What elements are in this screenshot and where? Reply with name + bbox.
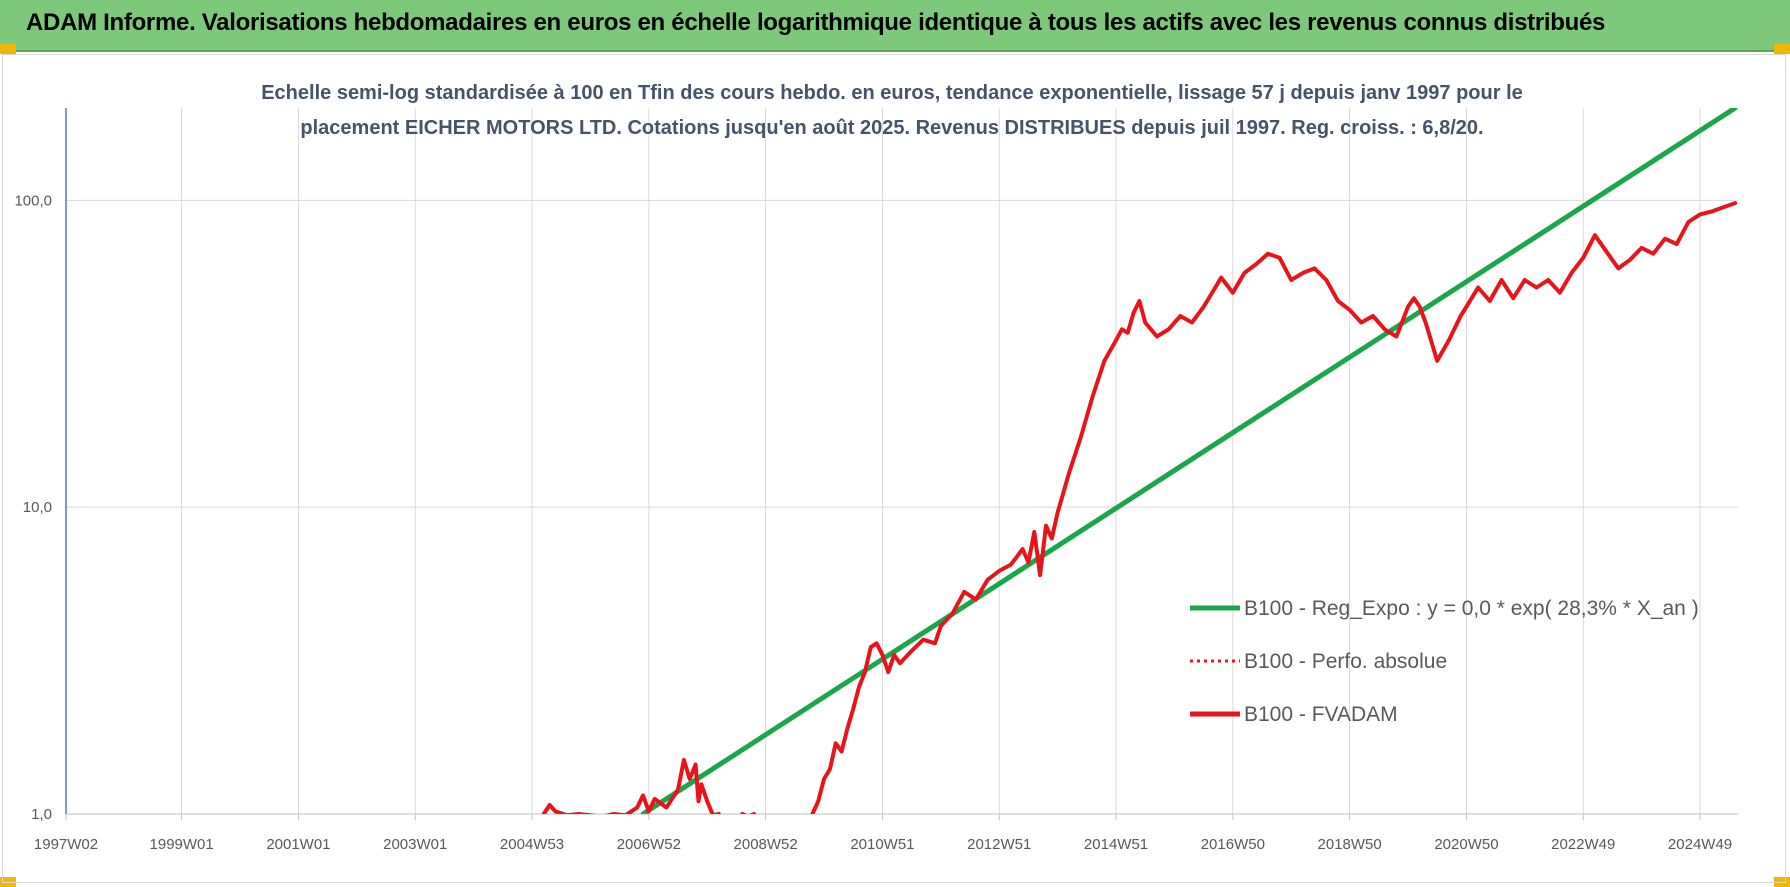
chart-axes: 1997W02 1999W01 2001W01 2003W01 2004W53 2006W… (14, 108, 1738, 853)
x-tick-label: 1999W01 (150, 836, 214, 853)
chart-grid (65, 108, 1738, 815)
chart-legend: B100 - Reg_Expo : y = 0,0 * exp( 28,3% *… (1190, 597, 1699, 726)
report-title: ADAM Informe. Valorisations hebdomadaire… (26, 9, 1606, 36)
x-tick-label: 2022W49 (1551, 836, 1615, 853)
legend-label-3: B100 - FVADAM (1244, 703, 1398, 726)
x-tick-label: 2006W52 (617, 836, 681, 853)
y-tick-label: 1,0 (31, 806, 52, 823)
x-tick-label: 2001W01 (266, 836, 330, 853)
y-tick-label: 100,0 (14, 192, 52, 209)
chart-title-line-1: Echelle semi-log standardisée à 100 en T… (261, 82, 1523, 104)
x-tick-label: 2016W50 (1201, 836, 1265, 853)
report-banner: ADAM Informe. Valorisations hebdomadaire… (0, 0, 1790, 52)
x-tick-label: 2020W50 (1434, 836, 1498, 853)
y-tick-label: 10,0 (23, 499, 52, 516)
x-tick-label: 2010W51 (850, 836, 914, 853)
corner-marker (1774, 44, 1790, 54)
x-tick-label: 2014W51 (1084, 836, 1148, 853)
legend-label-1: B100 - Reg_Expo : y = 0,0 * exp( 28,3% *… (1244, 597, 1699, 620)
x-tick-label: 2024W49 (1668, 836, 1732, 853)
series-line-3 (541, 201, 1738, 814)
x-tick-label: 2008W52 (734, 836, 798, 853)
legend-label-2: B100 - Perfo. absolue (1244, 650, 1447, 673)
series-line-1 (640, 108, 1738, 814)
x-tick-label: 2003W01 (383, 836, 447, 853)
corner-marker (0, 44, 16, 54)
chart-series (541, 108, 1738, 814)
x-tick-label: 2004W53 (500, 836, 564, 853)
chart-title-line-2: placement EICHER MOTORS LTD. Cotations j… (300, 117, 1483, 139)
chart-frame (2, 54, 1786, 883)
x-tick-label: 2012W51 (967, 836, 1031, 853)
x-tick-label: 2018W50 (1318, 836, 1382, 853)
x-tick-label: 1997W02 (34, 836, 98, 853)
